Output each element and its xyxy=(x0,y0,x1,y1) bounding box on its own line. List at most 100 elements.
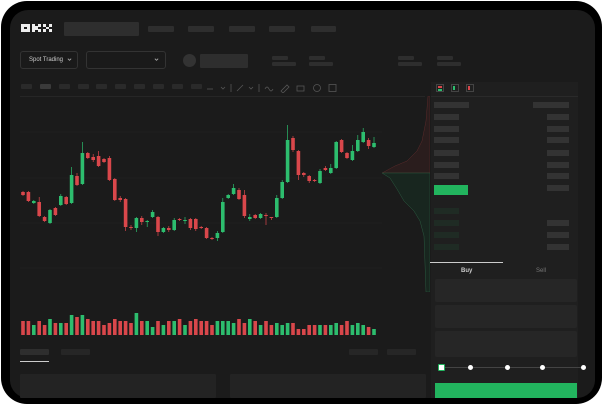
volume-bar xyxy=(248,319,252,335)
volume-bar xyxy=(150,327,155,335)
slider-handle[interactable] xyxy=(438,364,445,371)
order-amount xyxy=(547,126,569,132)
candle-body xyxy=(226,195,230,198)
ask-price[interactable] xyxy=(434,150,459,156)
bid-price[interactable] xyxy=(434,220,459,226)
bid-price[interactable] xyxy=(434,208,459,214)
tab-indicator xyxy=(20,361,49,362)
order-amount xyxy=(547,162,569,168)
line-tool-icon xyxy=(236,84,244,92)
candle-body xyxy=(258,214,263,218)
amount-input[interactable] xyxy=(435,305,577,328)
sell-tab[interactable]: Sell xyxy=(536,268,547,274)
search-bar[interactable] xyxy=(64,22,139,36)
timeframe-button[interactable] xyxy=(115,84,126,89)
orderbook-header-amount xyxy=(533,102,569,108)
orderbook-asks-icon[interactable] xyxy=(466,84,474,92)
market-type-label: Spot Trading xyxy=(29,57,64,63)
stat-value xyxy=(398,62,422,66)
total-input[interactable] xyxy=(435,331,577,357)
candle-body xyxy=(307,176,311,181)
timeframe-button[interactable] xyxy=(134,84,145,89)
orderbook-both-icon[interactable] xyxy=(436,84,444,92)
candle-body xyxy=(221,202,225,232)
depth-chart xyxy=(382,96,430,292)
volume-bar xyxy=(53,323,58,335)
drawing-tools[interactable] xyxy=(205,83,355,93)
volume-bar xyxy=(172,321,176,335)
candle-body xyxy=(361,132,365,142)
ask-price[interactable] xyxy=(434,114,459,120)
volume-bar xyxy=(318,325,322,335)
timeframe-button[interactable] xyxy=(40,84,51,89)
timeframe-button[interactable] xyxy=(21,84,32,89)
nav-item[interactable] xyxy=(269,26,295,32)
candle-body xyxy=(242,195,247,216)
timeframe-button[interactable] xyxy=(153,84,164,89)
candle-body xyxy=(177,219,182,220)
chart-toolbar xyxy=(21,84,206,92)
order-amount xyxy=(547,244,569,250)
nav-item[interactable] xyxy=(311,26,336,32)
candle-body xyxy=(188,219,193,228)
chevron-down-icon xyxy=(67,58,72,61)
volume-bar xyxy=(107,323,112,335)
filter-button[interactable] xyxy=(387,349,416,355)
orders-card xyxy=(230,374,426,398)
volume-bar xyxy=(345,321,349,335)
candle-body xyxy=(48,210,52,223)
pair-dropdown[interactable] xyxy=(86,51,166,69)
slider-stop[interactable] xyxy=(505,365,510,370)
nav-item[interactable] xyxy=(229,26,255,32)
volume-bar xyxy=(91,321,95,335)
price-input[interactable] xyxy=(435,279,577,302)
tab-history[interactable] xyxy=(61,349,90,355)
timeframe-button[interactable] xyxy=(172,84,183,89)
ask-price[interactable] xyxy=(434,162,459,168)
volume-bar xyxy=(356,323,360,335)
volume-bar xyxy=(37,321,41,335)
volume-bar xyxy=(123,321,128,335)
volume-bar xyxy=(188,321,193,335)
candle-body xyxy=(318,171,322,183)
timeframe-button[interactable] xyxy=(78,84,89,89)
ask-price[interactable] xyxy=(434,137,459,143)
tab-open-orders[interactable] xyxy=(20,349,49,355)
slider-stop[interactable] xyxy=(540,365,545,370)
bid-price[interactable] xyxy=(434,244,459,250)
candle-body xyxy=(302,173,306,175)
filter-button[interactable] xyxy=(349,349,378,355)
volume-bar xyxy=(80,315,85,335)
timeframe-button[interactable] xyxy=(96,84,107,89)
orderbook-bids-icon[interactable] xyxy=(451,84,459,92)
slider-stop[interactable] xyxy=(581,365,586,370)
ask-price[interactable] xyxy=(434,126,459,132)
candlestick-chart[interactable] xyxy=(10,98,422,338)
nav-item[interactable] xyxy=(188,26,214,32)
volume-bar xyxy=(204,321,209,335)
candle-body xyxy=(312,180,317,181)
bid-price[interactable] xyxy=(434,232,459,238)
timeframe-button[interactable] xyxy=(191,84,202,89)
candle-body xyxy=(102,159,106,162)
slider-stop[interactable] xyxy=(468,365,473,370)
candle-body xyxy=(199,227,203,228)
ask-price[interactable] xyxy=(434,173,459,179)
buy-button[interactable] xyxy=(435,383,577,398)
candle-body xyxy=(64,197,68,204)
buy-tab[interactable]: Buy xyxy=(461,268,473,274)
volume-bar xyxy=(231,323,236,335)
candle-body xyxy=(86,153,90,158)
candle-body xyxy=(69,175,74,203)
volume-bar xyxy=(258,325,263,335)
candle-body xyxy=(161,228,166,232)
candle-body xyxy=(194,219,198,229)
timeframe-button[interactable] xyxy=(59,84,70,89)
amount-slider[interactable] xyxy=(438,364,586,371)
nav-item[interactable] xyxy=(148,26,174,32)
volume-bar xyxy=(285,323,290,335)
volume-bar xyxy=(334,323,338,335)
candle-body xyxy=(345,153,349,158)
market-type-dropdown[interactable]: Spot Trading xyxy=(20,51,78,69)
